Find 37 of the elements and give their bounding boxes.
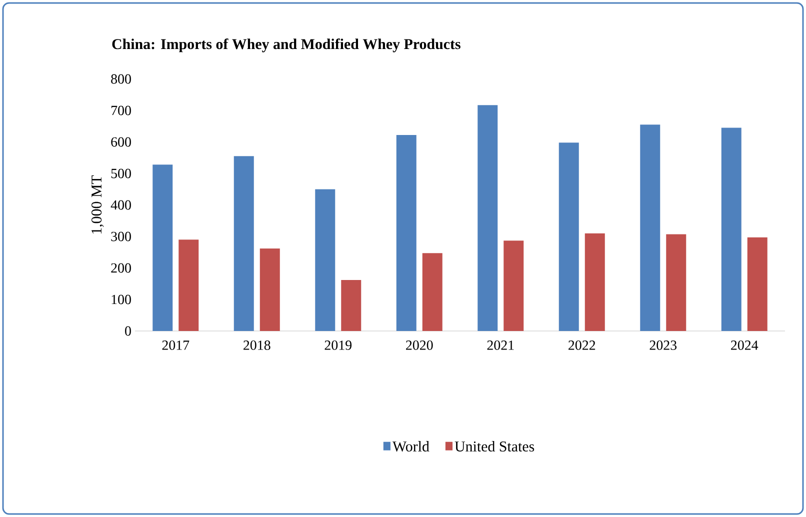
bar	[234, 156, 254, 331]
y-axis-title: 1,000 MT	[91, 175, 104, 234]
bar	[721, 128, 742, 331]
x-tick-label: 2019	[324, 340, 352, 350]
bar	[478, 105, 498, 331]
x-tick-label: 2018	[244, 340, 270, 350]
legend-label: United States	[454, 441, 534, 452]
y-tick-label: 700	[111, 106, 131, 116]
bar	[640, 124, 660, 331]
y-tick-label: 0	[125, 326, 131, 336]
x-tick-label: 2023	[650, 340, 677, 350]
y-tick-label: 200	[111, 263, 131, 273]
bar	[396, 135, 416, 331]
bar	[584, 233, 605, 331]
chart-title: China: Imports of Whey and Modified Whey Products	[112, 38, 460, 52]
bar	[341, 280, 362, 331]
y-tick-label: 400	[110, 200, 131, 210]
bar	[315, 189, 336, 331]
x-tick-label: 2020	[406, 340, 433, 350]
x-tick-label: 2022	[568, 340, 596, 350]
y-tick-label: 100	[112, 294, 131, 304]
legend-label: World	[392, 441, 430, 452]
bar	[422, 253, 442, 331]
y-tick-label: 300	[111, 232, 131, 242]
bar	[152, 164, 173, 331]
x-tick-label: 2021	[487, 340, 514, 350]
bar	[260, 248, 280, 331]
bar	[558, 142, 579, 331]
y-tick-label: 800	[111, 74, 131, 84]
x-tick-label: 2017	[162, 340, 190, 350]
bar	[504, 240, 524, 331]
y-tick-label: 500	[111, 168, 131, 178]
bar	[666, 234, 686, 331]
bar	[747, 237, 768, 331]
x-tick-label: 2024	[731, 340, 758, 350]
y-tick-label: 600	[111, 137, 131, 147]
bar	[178, 240, 199, 331]
